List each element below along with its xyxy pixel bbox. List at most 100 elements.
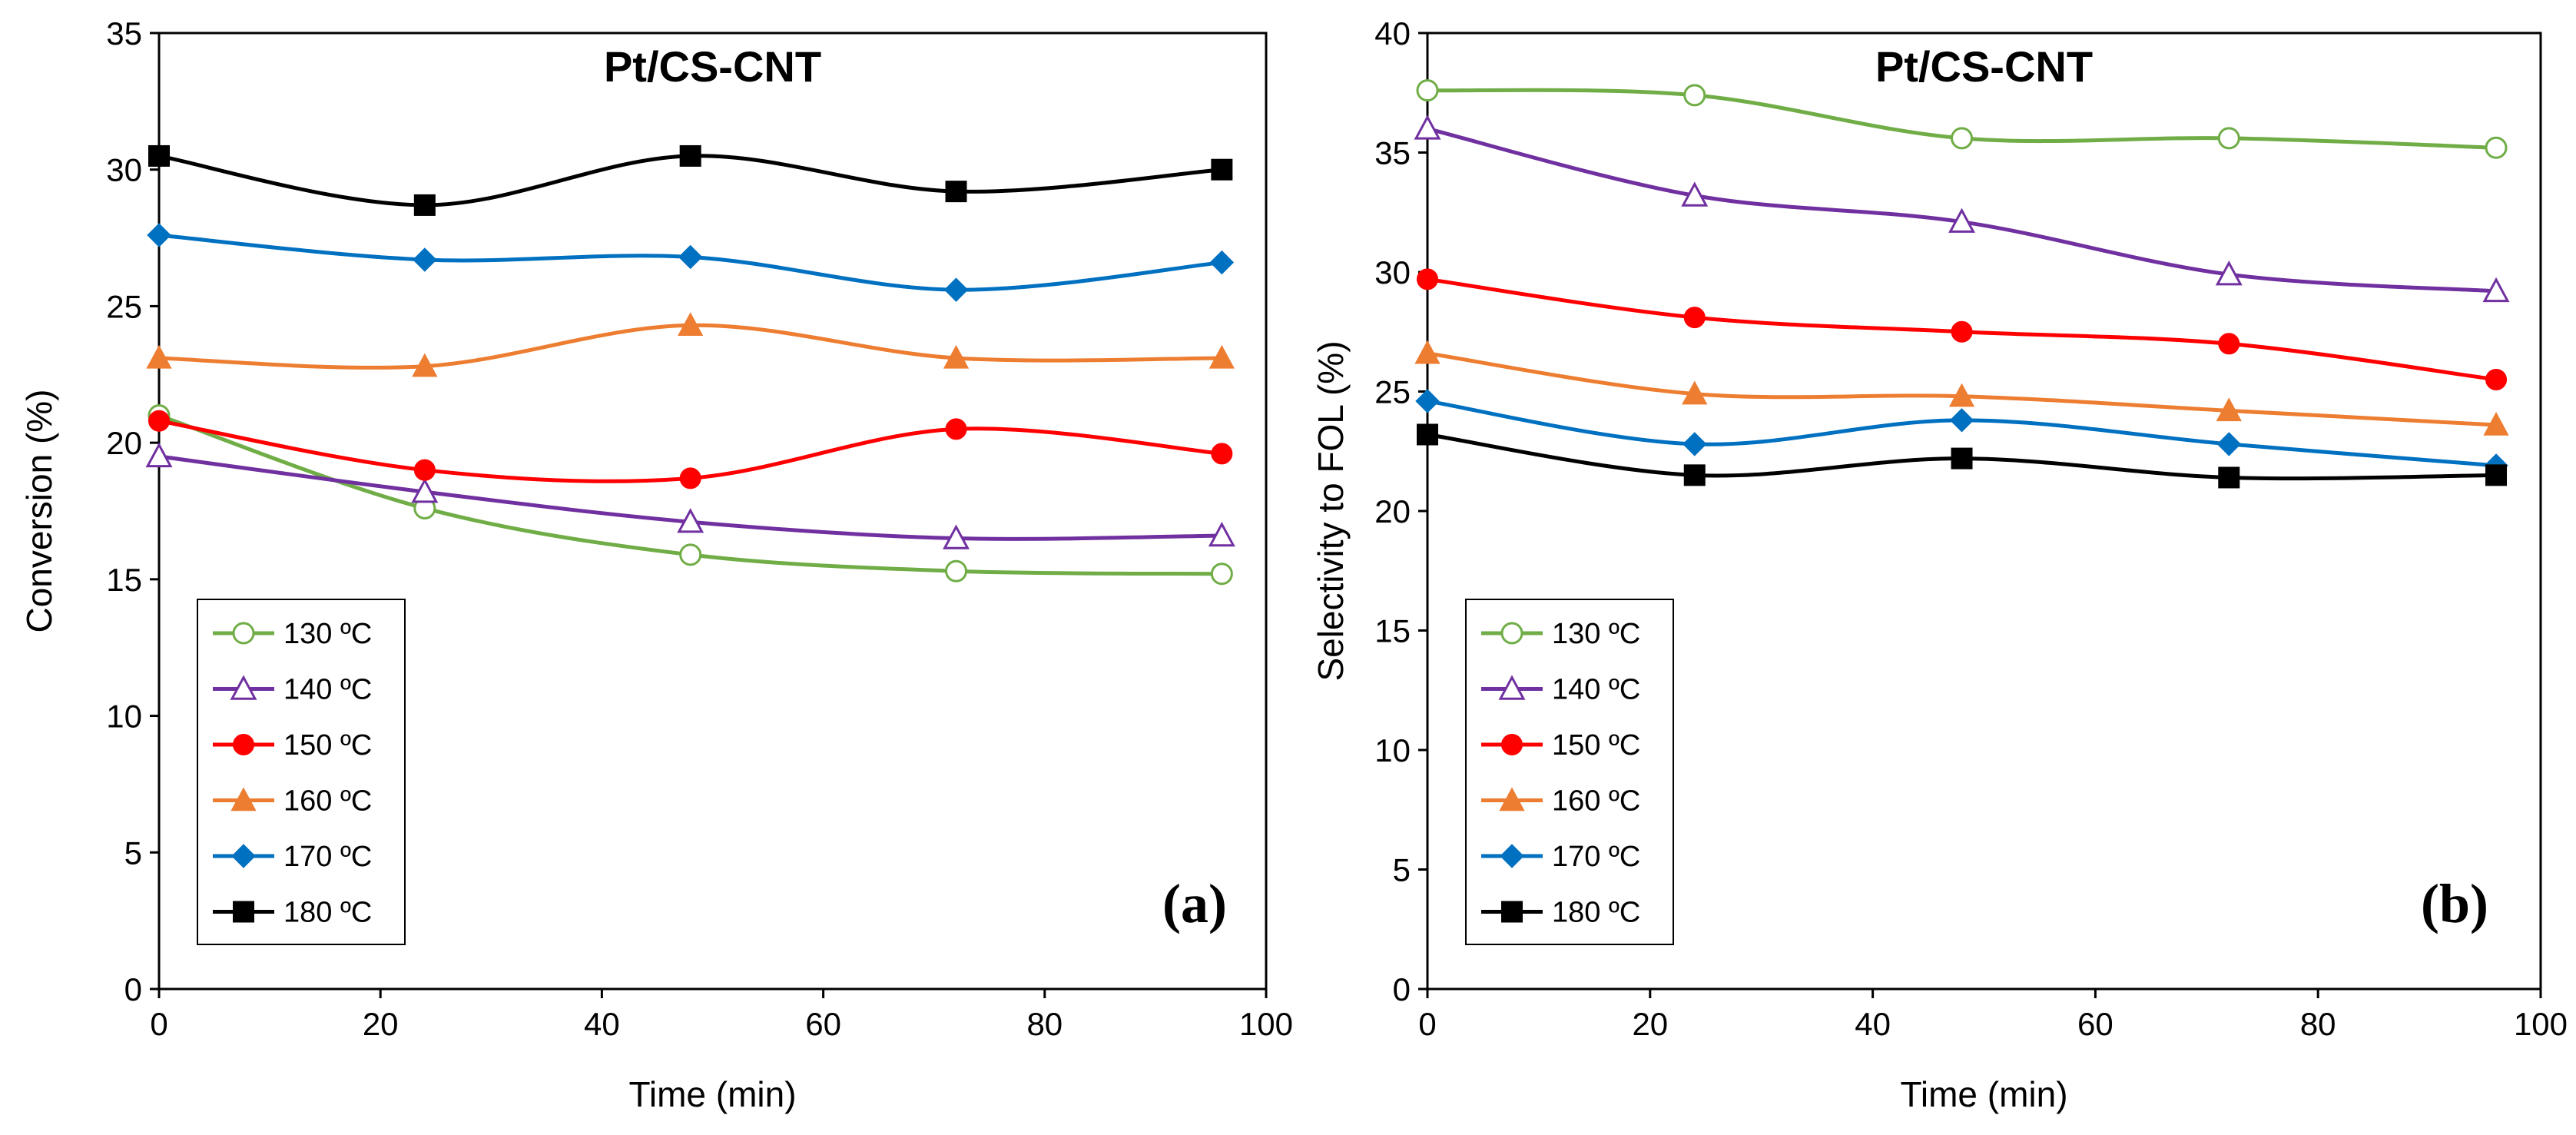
legend-item: 180 ºC	[1481, 897, 1640, 929]
data-point	[411, 478, 439, 503]
plot-frame	[157, 32, 1268, 991]
data-point	[413, 247, 437, 272]
y-tick-label: 25	[106, 288, 142, 324]
legend-marker	[1500, 622, 1523, 645]
y-axis-title: Conversion (%)	[19, 390, 59, 633]
data-point	[1682, 380, 1708, 405]
data-point	[1949, 408, 1974, 433]
legend-marker	[233, 734, 254, 755]
legend-marker	[1501, 734, 1523, 755]
data-point	[148, 144, 170, 167]
data-point	[1683, 84, 1706, 107]
x-tick-label: 20	[363, 1006, 399, 1042]
data-point	[413, 194, 436, 216]
legend-box	[1465, 599, 1674, 945]
data-point	[2216, 432, 2241, 456]
y-tick-label: 10	[1374, 732, 1411, 768]
y-axis-title: Selectivity to FOL (%)	[1311, 340, 1351, 681]
data-point	[2217, 127, 2240, 150]
legend-label: 130 ºC	[1552, 618, 1640, 650]
legend-label: 130 ºC	[283, 618, 372, 650]
data-point	[1948, 207, 1975, 233]
data-point	[1208, 521, 1235, 547]
legend-marker	[1501, 901, 1523, 923]
y-tick-label: 5	[1393, 852, 1411, 888]
data-point	[148, 410, 170, 432]
data-point	[2483, 411, 2509, 436]
y-tick-label: 30	[106, 152, 142, 188]
y-tick-label: 5	[124, 835, 142, 871]
data-point	[1683, 307, 1706, 329]
data-point	[2485, 136, 2508, 159]
data-point	[1948, 383, 1975, 407]
data-point	[2482, 277, 2510, 303]
legend-label: 180 ºC	[1552, 897, 1640, 929]
data-point	[1417, 268, 1438, 290]
chart-title: Pt/CS-CNT	[604, 42, 821, 91]
legend-label: 170 ºC	[283, 841, 372, 873]
data-point	[1208, 344, 1235, 369]
data-point	[1417, 423, 1438, 446]
legend-label: 160 ºC	[1552, 785, 1640, 818]
x-tick-label: 0	[1418, 1006, 1436, 1042]
legend-marker	[1500, 844, 1524, 868]
data-point	[1209, 250, 1235, 275]
data-point	[146, 344, 172, 369]
data-point	[1414, 340, 1441, 364]
legend-label: 140 ºC	[1552, 674, 1640, 706]
panel-label: (a)	[1162, 873, 1227, 934]
data-point	[1951, 127, 1974, 150]
series-160c	[1414, 340, 2509, 436]
legend-label: 180 ºC	[283, 897, 372, 929]
series-160c	[146, 312, 1235, 377]
series-150c	[1417, 268, 2508, 390]
legend-box	[197, 599, 406, 945]
data-point	[2215, 261, 2243, 286]
data-point	[1414, 114, 1441, 140]
data-point	[412, 353, 438, 377]
legend-label: 160 ºC	[283, 785, 372, 818]
legend-item: 160 ºC	[213, 785, 372, 818]
series-180c	[1417, 423, 2508, 489]
y-tick-label: 20	[106, 425, 142, 461]
data-point	[943, 524, 970, 549]
legend-marker	[232, 622, 255, 645]
data-point	[2218, 466, 2240, 489]
data-point	[2216, 397, 2242, 422]
legend-item: 130 ºC	[213, 618, 372, 650]
data-point	[678, 312, 704, 337]
data-point	[679, 467, 701, 490]
data-point	[679, 543, 702, 566]
data-point	[2218, 333, 2240, 355]
data-point	[945, 559, 968, 582]
data-point	[145, 442, 173, 468]
data-point	[678, 244, 703, 270]
data-point	[945, 418, 967, 440]
chart-panel-b: 0 5 10 15 20 25 30 35 40 0 20 40 60 80 100 Time (min) Se…	[1311, 15, 2568, 1114]
y-tick-label: 0	[1393, 971, 1411, 1007]
x-tick-label: 60	[805, 1006, 841, 1042]
panel-label: (b)	[2421, 873, 2488, 934]
data-point	[943, 277, 969, 302]
data-point	[1683, 432, 1707, 456]
x-axis-title: Time (min)	[628, 1074, 796, 1114]
data-point	[1415, 389, 1440, 413]
legend-label: 170 ºC	[1552, 841, 1640, 873]
legend-label: 150 ºC	[283, 729, 372, 762]
data-point	[1210, 563, 1233, 586]
legend-label: 140 ºC	[283, 674, 372, 706]
y-tick-label: 40	[1374, 15, 1411, 51]
series-140c	[1414, 114, 2510, 303]
legend-marker	[230, 675, 257, 700]
chart-panel-a: 0 5 10 15 20 25 30 35 0 20 40 60 80 100 Time (min) Conv…	[19, 15, 1293, 1114]
x-tick-label: 40	[584, 1006, 620, 1042]
legend-item: 140 ºC	[1481, 674, 1640, 706]
x-axis-title: Time (min)	[1900, 1074, 2067, 1114]
series-170c	[1415, 389, 2508, 478]
y-tick-label: 30	[1374, 254, 1411, 290]
data-point	[2485, 464, 2508, 486]
series-180c	[148, 144, 1233, 216]
series-130c	[1416, 79, 2508, 159]
legend-marker	[231, 844, 256, 868]
